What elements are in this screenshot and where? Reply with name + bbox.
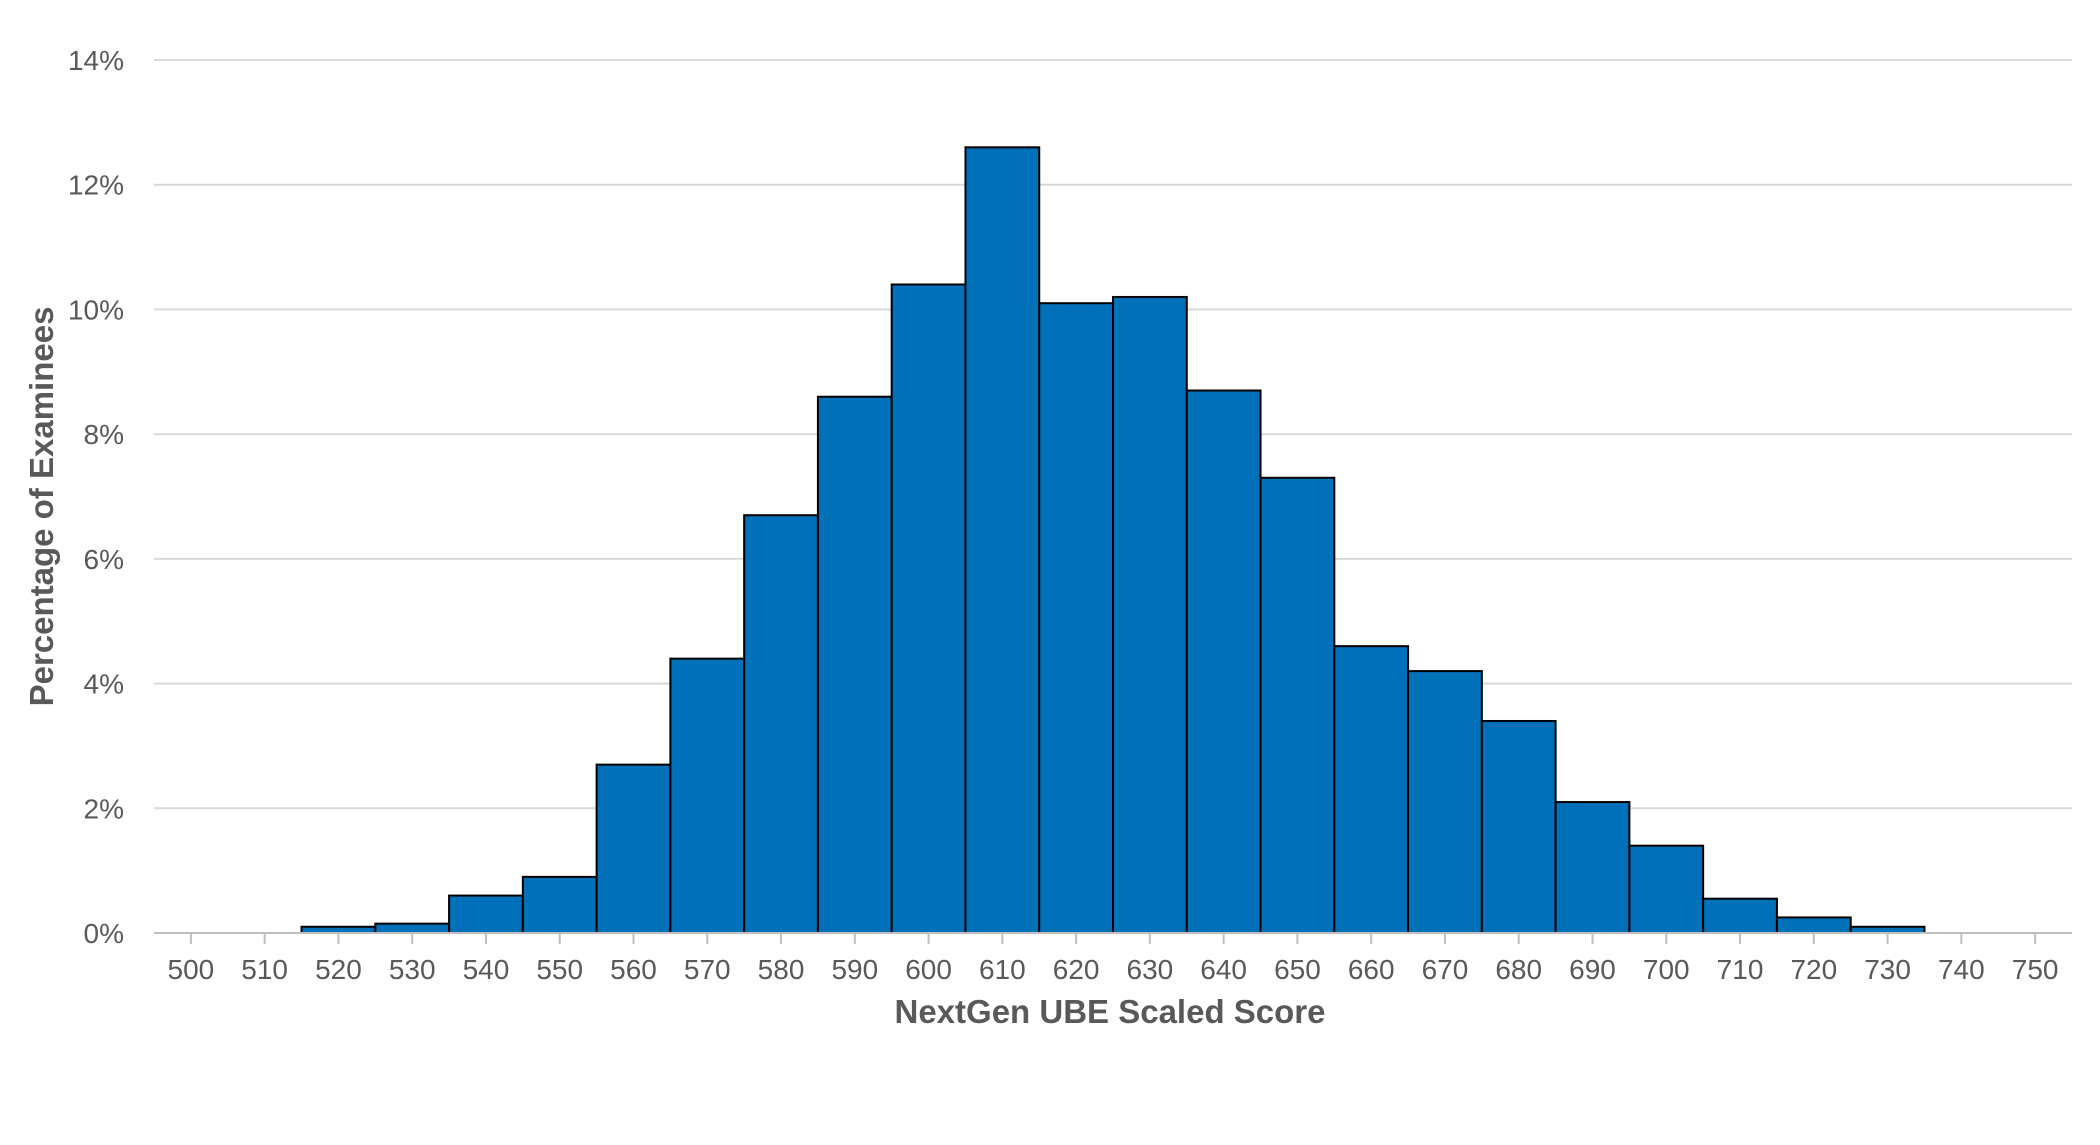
- bar-720: [1775, 916, 1852, 934]
- x-tick-label: 580: [758, 954, 805, 985]
- bar-600: [890, 283, 967, 934]
- x-tick-label: 690: [1569, 954, 1616, 985]
- x-tick-label: 740: [1938, 954, 1985, 985]
- bar-700: [1628, 844, 1705, 935]
- x-tick-label: 560: [610, 954, 657, 985]
- y-tick-label: 8%: [84, 419, 124, 450]
- x-tick-label: 570: [684, 954, 731, 985]
- bar-630: [1112, 295, 1188, 934]
- x-tick-label: 710: [1717, 954, 1764, 985]
- x-tick-label: 670: [1422, 954, 1469, 985]
- x-tick-label: 730: [1864, 954, 1911, 985]
- bar-540: [448, 894, 524, 934]
- y-tick-label: 0%: [84, 918, 124, 949]
- bar-660: [1333, 645, 1410, 935]
- y-tick-label: 14%: [68, 45, 124, 76]
- bar-680: [1480, 719, 1557, 934]
- bar-710: [1702, 897, 1778, 934]
- x-tick-label: 510: [241, 954, 288, 985]
- bar-550: [521, 875, 598, 935]
- x-tick-label: 640: [1200, 954, 1247, 985]
- bar-610: [964, 146, 1041, 935]
- x-tick-label: 680: [1495, 954, 1542, 985]
- x-tick-label: 530: [389, 954, 436, 985]
- x-tick-label: 610: [979, 954, 1026, 985]
- x-tick-label: 550: [536, 954, 583, 985]
- x-tick-label: 650: [1274, 954, 1321, 985]
- y-tick-label: 12%: [68, 170, 124, 201]
- x-tick-label: 750: [2012, 954, 2059, 985]
- x-tick-label: 500: [168, 954, 215, 985]
- x-tick-label: 660: [1348, 954, 1395, 985]
- bar-690: [1554, 801, 1631, 934]
- bar-620: [1038, 302, 1114, 934]
- y-tick-labels: 0% 2% 4% 6% 8% 10% 12% 14%: [68, 45, 124, 949]
- bars: [300, 146, 1926, 935]
- bar-640: [1185, 389, 1262, 934]
- bar-530: [374, 922, 451, 934]
- x-tick-label: 720: [1790, 954, 1837, 985]
- bar-560: [595, 763, 672, 935]
- x-tick-labels: 500 510 520 530 540 550 560 570 580 590 600 610 620 6…: [168, 954, 2059, 985]
- x-tick-marks: [189, 933, 2037, 944]
- y-tick-label: 2%: [84, 793, 124, 824]
- y-tick-label: 10%: [68, 294, 124, 325]
- x-tick-label: 540: [463, 954, 510, 985]
- bar-650: [1259, 476, 1336, 934]
- bar-590: [816, 395, 893, 934]
- bar-570: [669, 657, 746, 935]
- x-tick-label: 520: [315, 954, 362, 985]
- y-tick-label: 6%: [84, 544, 124, 575]
- y-axis-title: Percentage of Examinees: [23, 307, 60, 707]
- x-tick-label: 600: [905, 954, 952, 985]
- y-tick-label: 4%: [84, 669, 124, 700]
- x-tick-label: 620: [1053, 954, 1100, 985]
- bar-580: [743, 514, 819, 934]
- x-axis-title: NextGen UBE Scaled Score: [895, 993, 1326, 1030]
- x-tick-label: 630: [1127, 954, 1174, 985]
- bar-670: [1407, 670, 1483, 934]
- x-tick-label: 590: [831, 954, 878, 985]
- x-tick-label: 700: [1643, 954, 1690, 985]
